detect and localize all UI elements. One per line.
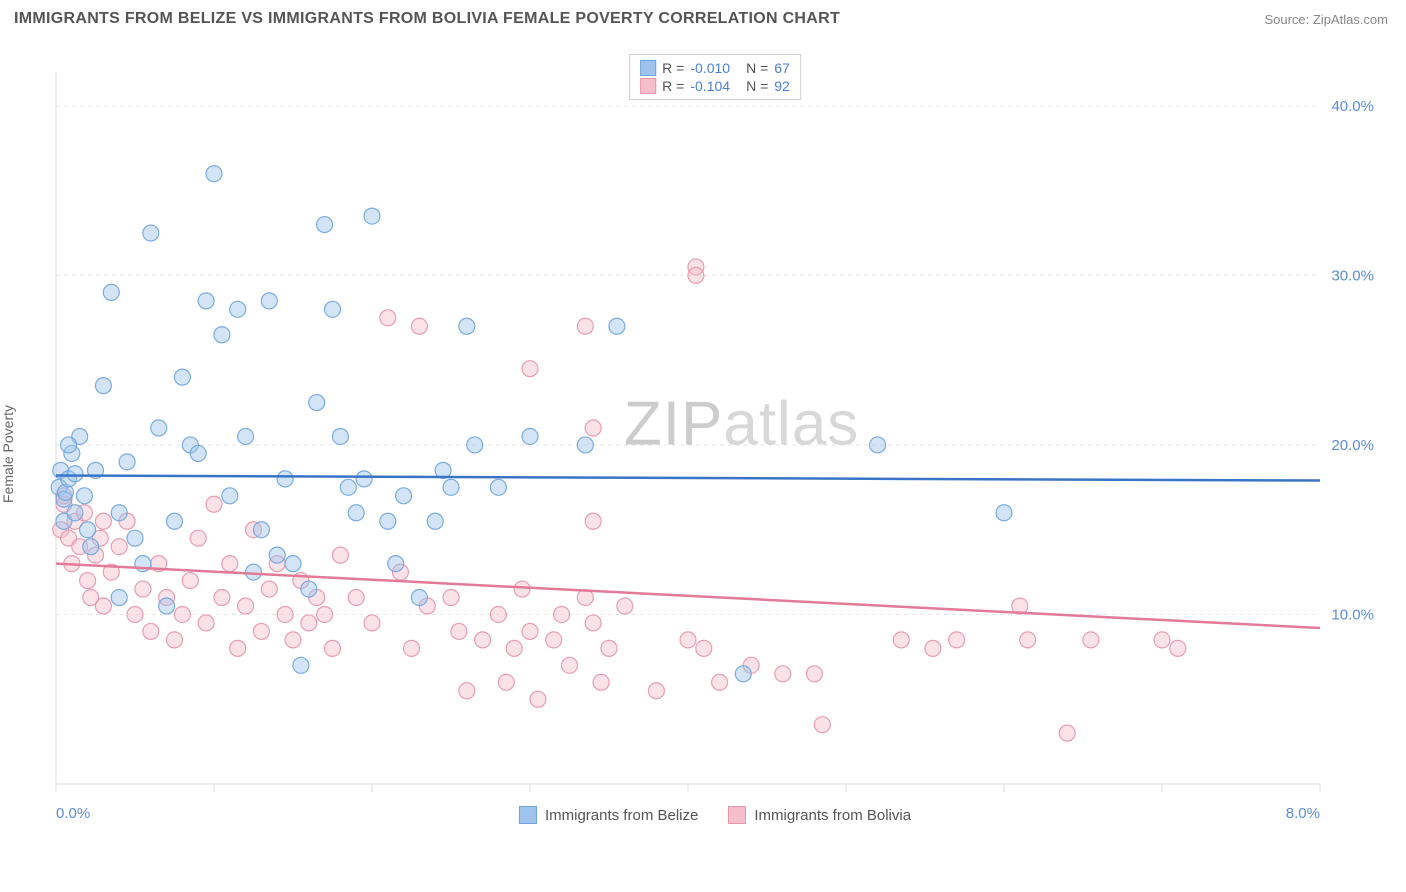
series-legend: Immigrants from Belize Immigrants from B… (519, 806, 911, 824)
source-name: ZipAtlas.com (1313, 12, 1388, 27)
svg-text:0.0%: 0.0% (56, 805, 90, 822)
legend-r-value-1: -0.104 (690, 78, 730, 94)
legend-label-0: Immigrants from Belize (545, 807, 698, 824)
correlation-legend: R = -0.010 N = 67 R = -0.104 N = 92 (629, 54, 801, 100)
legend-r-label: R = (662, 78, 684, 94)
legend-n-label: N = (746, 78, 768, 94)
legend-n-value-0: 67 (774, 60, 790, 76)
y-axis-label: Female Poverty (0, 405, 16, 503)
chart-header: IMMIGRANTS FROM BELIZE VS IMMIGRANTS FRO… (0, 0, 1406, 34)
legend-item-1: Immigrants from Bolivia (728, 806, 911, 824)
svg-text:8.0%: 8.0% (1286, 805, 1320, 822)
source-attribution: Source: ZipAtlas.com (1264, 12, 1388, 27)
legend-swatch-bolivia (728, 806, 746, 824)
chart-svg: 10.0% 20.0% 30.0% 40.0% 0.0% 8.0% (50, 54, 1380, 824)
legend-r-label: R = (662, 60, 684, 76)
legend-swatch-belize (519, 806, 537, 824)
legend-item-0: Immigrants from Belize (519, 806, 698, 824)
legend-n-value-1: 92 (774, 78, 790, 94)
chart-title: IMMIGRANTS FROM BELIZE VS IMMIGRANTS FRO… (14, 10, 840, 28)
legend-row-1: R = -0.104 N = 92 (640, 77, 790, 95)
legend-n-label: N = (746, 60, 768, 76)
source-prefix: Source: (1264, 12, 1312, 27)
svg-text:20.0%: 20.0% (1331, 437, 1374, 454)
legend-swatch-1 (640, 78, 656, 94)
svg-text:10.0%: 10.0% (1331, 606, 1374, 623)
svg-text:30.0%: 30.0% (1331, 267, 1374, 284)
legend-r-value-0: -0.010 (690, 60, 730, 76)
legend-label-1: Immigrants from Bolivia (754, 807, 911, 824)
chart-container: Female Poverty 10.0%20.0%30.0%40.0%0.0%8… (14, 34, 1394, 874)
svg-text:40.0%: 40.0% (1331, 98, 1374, 115)
legend-row-0: R = -0.010 N = 67 (640, 59, 790, 77)
plot-area: 10.0%20.0%30.0%40.0%0.0%8.0% ZIPatlas R … (50, 54, 1380, 824)
legend-swatch-0 (640, 60, 656, 76)
